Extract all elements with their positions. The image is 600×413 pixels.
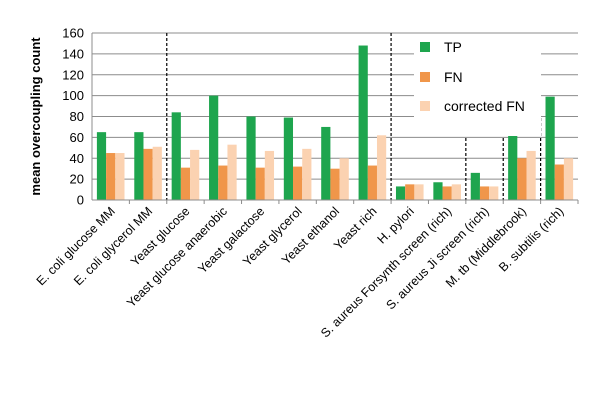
bar-corrected-fn bbox=[489, 186, 499, 200]
y-tick-label: 60 bbox=[70, 130, 84, 145]
legend: TP FN corrected FN bbox=[414, 38, 541, 136]
bar-tp bbox=[433, 182, 443, 200]
bar-tp bbox=[321, 126, 331, 200]
bar-fn bbox=[517, 158, 527, 200]
bar-corrected-fn bbox=[152, 146, 162, 200]
y-tick-label: 140 bbox=[62, 46, 84, 61]
bar-fn bbox=[255, 167, 265, 200]
x-category-labels: E. coli glucose MME. coli glycerol MMYea… bbox=[34, 204, 567, 340]
y-tick-label: 100 bbox=[62, 88, 84, 103]
bar-corrected-fn bbox=[526, 150, 536, 200]
bar-tp bbox=[508, 126, 518, 200]
legend-swatch bbox=[420, 101, 430, 111]
bar-fn bbox=[330, 168, 340, 200]
bar-corrected-fn bbox=[414, 184, 424, 200]
bar-corrected-fn bbox=[563, 158, 574, 200]
bar-corrected-fn bbox=[227, 144, 237, 200]
bar-corrected-fn bbox=[451, 184, 461, 200]
bar-corrected-fn bbox=[264, 150, 275, 200]
axes bbox=[91, 33, 579, 204]
legend-label: FN bbox=[444, 69, 463, 85]
bar-fn bbox=[479, 186, 490, 200]
bar-tp bbox=[171, 112, 181, 200]
y-tick-label: 120 bbox=[62, 67, 84, 82]
bar-fn bbox=[442, 186, 452, 200]
legend-label: TP bbox=[444, 39, 462, 55]
bar-corrected-fn bbox=[190, 149, 200, 200]
bar-corrected-fn bbox=[302, 148, 312, 200]
bar-tp bbox=[246, 116, 256, 200]
bar-tp bbox=[358, 45, 368, 201]
bar-corrected-fn bbox=[339, 158, 349, 200]
x-category-label: B. subtilis (rich) bbox=[496, 204, 566, 274]
bar-tp bbox=[545, 96, 555, 200]
bar-fn bbox=[106, 153, 116, 200]
bar-tp bbox=[96, 132, 107, 200]
y-tick-labels: 0 20 40 60 80 100 120 140 160 bbox=[62, 26, 84, 208]
y-tick-label: 0 bbox=[77, 193, 84, 208]
bar-tp bbox=[283, 117, 294, 200]
bar-fn bbox=[180, 167, 191, 200]
bar-fn bbox=[218, 165, 228, 200]
bars bbox=[96, 45, 574, 201]
bar-fn bbox=[405, 184, 415, 200]
y-axis-label: mean overcoupling count bbox=[28, 37, 43, 196]
bar-fn bbox=[293, 166, 303, 200]
bar-corrected-fn bbox=[115, 153, 125, 200]
bar-fn bbox=[554, 164, 564, 200]
y-tick-label: 80 bbox=[70, 109, 84, 124]
bar-corrected-fn bbox=[376, 135, 387, 200]
y-tick-label: 40 bbox=[70, 151, 84, 166]
bar-tp bbox=[395, 186, 406, 200]
x-category-label: Yeast galactose bbox=[195, 204, 267, 276]
bar-tp bbox=[134, 132, 144, 200]
y-tick-label: 20 bbox=[70, 172, 84, 187]
y-tick-label: 160 bbox=[62, 26, 84, 41]
bar-tp bbox=[209, 95, 219, 200]
legend-label: corrected FN bbox=[444, 98, 525, 114]
legend-background bbox=[414, 38, 541, 136]
bar-fn bbox=[367, 165, 377, 200]
bar-tp bbox=[470, 172, 480, 200]
bar-fn bbox=[143, 148, 153, 200]
legend-swatch bbox=[420, 42, 430, 52]
legend-swatch bbox=[420, 72, 430, 82]
group-separators bbox=[166, 33, 542, 200]
